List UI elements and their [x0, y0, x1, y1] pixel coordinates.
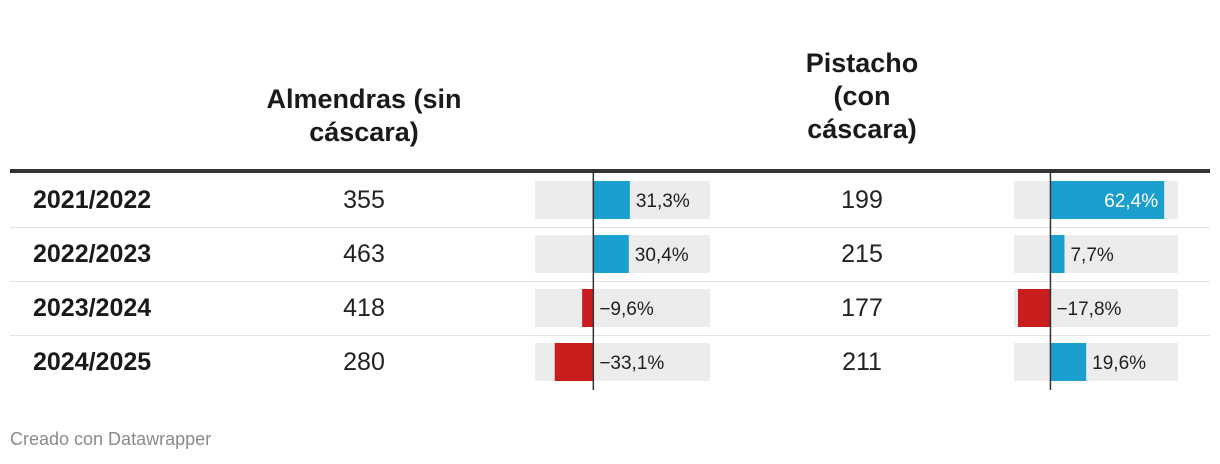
column-header-almendras-line-2: cáscara) [309, 117, 419, 147]
almendras-value: 418 [343, 294, 385, 322]
column-header-pistacho[interactable]: Pistacho (con cáscara) [760, 47, 964, 146]
almendras-change-bar [593, 235, 629, 273]
season-label: 2024/2025 [33, 348, 152, 376]
almendras-bar-track [535, 289, 710, 327]
pistacho-value: 199 [841, 186, 883, 214]
pistacho-change-label: 19,6% [1092, 353, 1146, 374]
pistacho-change-bar [1050, 343, 1087, 381]
column-header-pistacho-line-1: Pistacho [805, 48, 919, 78]
pistacho-value: 211 [842, 348, 882, 376]
column-header-pistacho-line-2: (con [833, 81, 891, 111]
season-label: 2021/2022 [33, 186, 152, 214]
pistacho-bar-track [1014, 343, 1178, 381]
column-header-almendras[interactable]: Almendras (sin cáscara) [236, 83, 492, 149]
pistacho-change-label: 7,7% [1070, 245, 1113, 266]
almendras-change-label: 31,3% [636, 191, 690, 212]
almendras-value: 280 [343, 348, 385, 376]
almendras-value: 355 [343, 186, 385, 214]
pistacho-value: 177 [841, 294, 883, 322]
column-header-pistacho-line-3: cáscara) [807, 114, 917, 144]
pistacho-change-bar [1018, 289, 1051, 327]
header-rule [10, 169, 1210, 173]
pistacho-bar-track [1014, 235, 1178, 273]
footer-credit[interactable]: Creado con Datawrapper [10, 429, 212, 449]
row-separator [10, 281, 1210, 282]
pistacho-change-label: −17,8% [1056, 299, 1121, 320]
row-separator [10, 335, 1210, 336]
almendras-value: 463 [343, 240, 385, 268]
almendras-change-label: −9,6% [599, 299, 654, 320]
almendras-change-bar [554, 343, 594, 381]
pistacho-change-label: 62,4% [1104, 191, 1158, 212]
almendras-change-bar [593, 181, 630, 219]
almendras-change-label: 30,4% [635, 245, 689, 266]
almendras-change-bar [582, 289, 594, 327]
season-label: 2022/2023 [33, 240, 152, 268]
season-label: 2023/2024 [33, 294, 152, 322]
almendras-change-label: −33,1% [599, 353, 664, 374]
column-header-almendras-line-1: Almendras (sin [266, 84, 462, 114]
pistacho-change-bar [1050, 181, 1165, 219]
pistacho-value: 215 [841, 240, 883, 268]
pistacho-change-bar [1050, 235, 1065, 273]
row-separator [10, 227, 1210, 228]
